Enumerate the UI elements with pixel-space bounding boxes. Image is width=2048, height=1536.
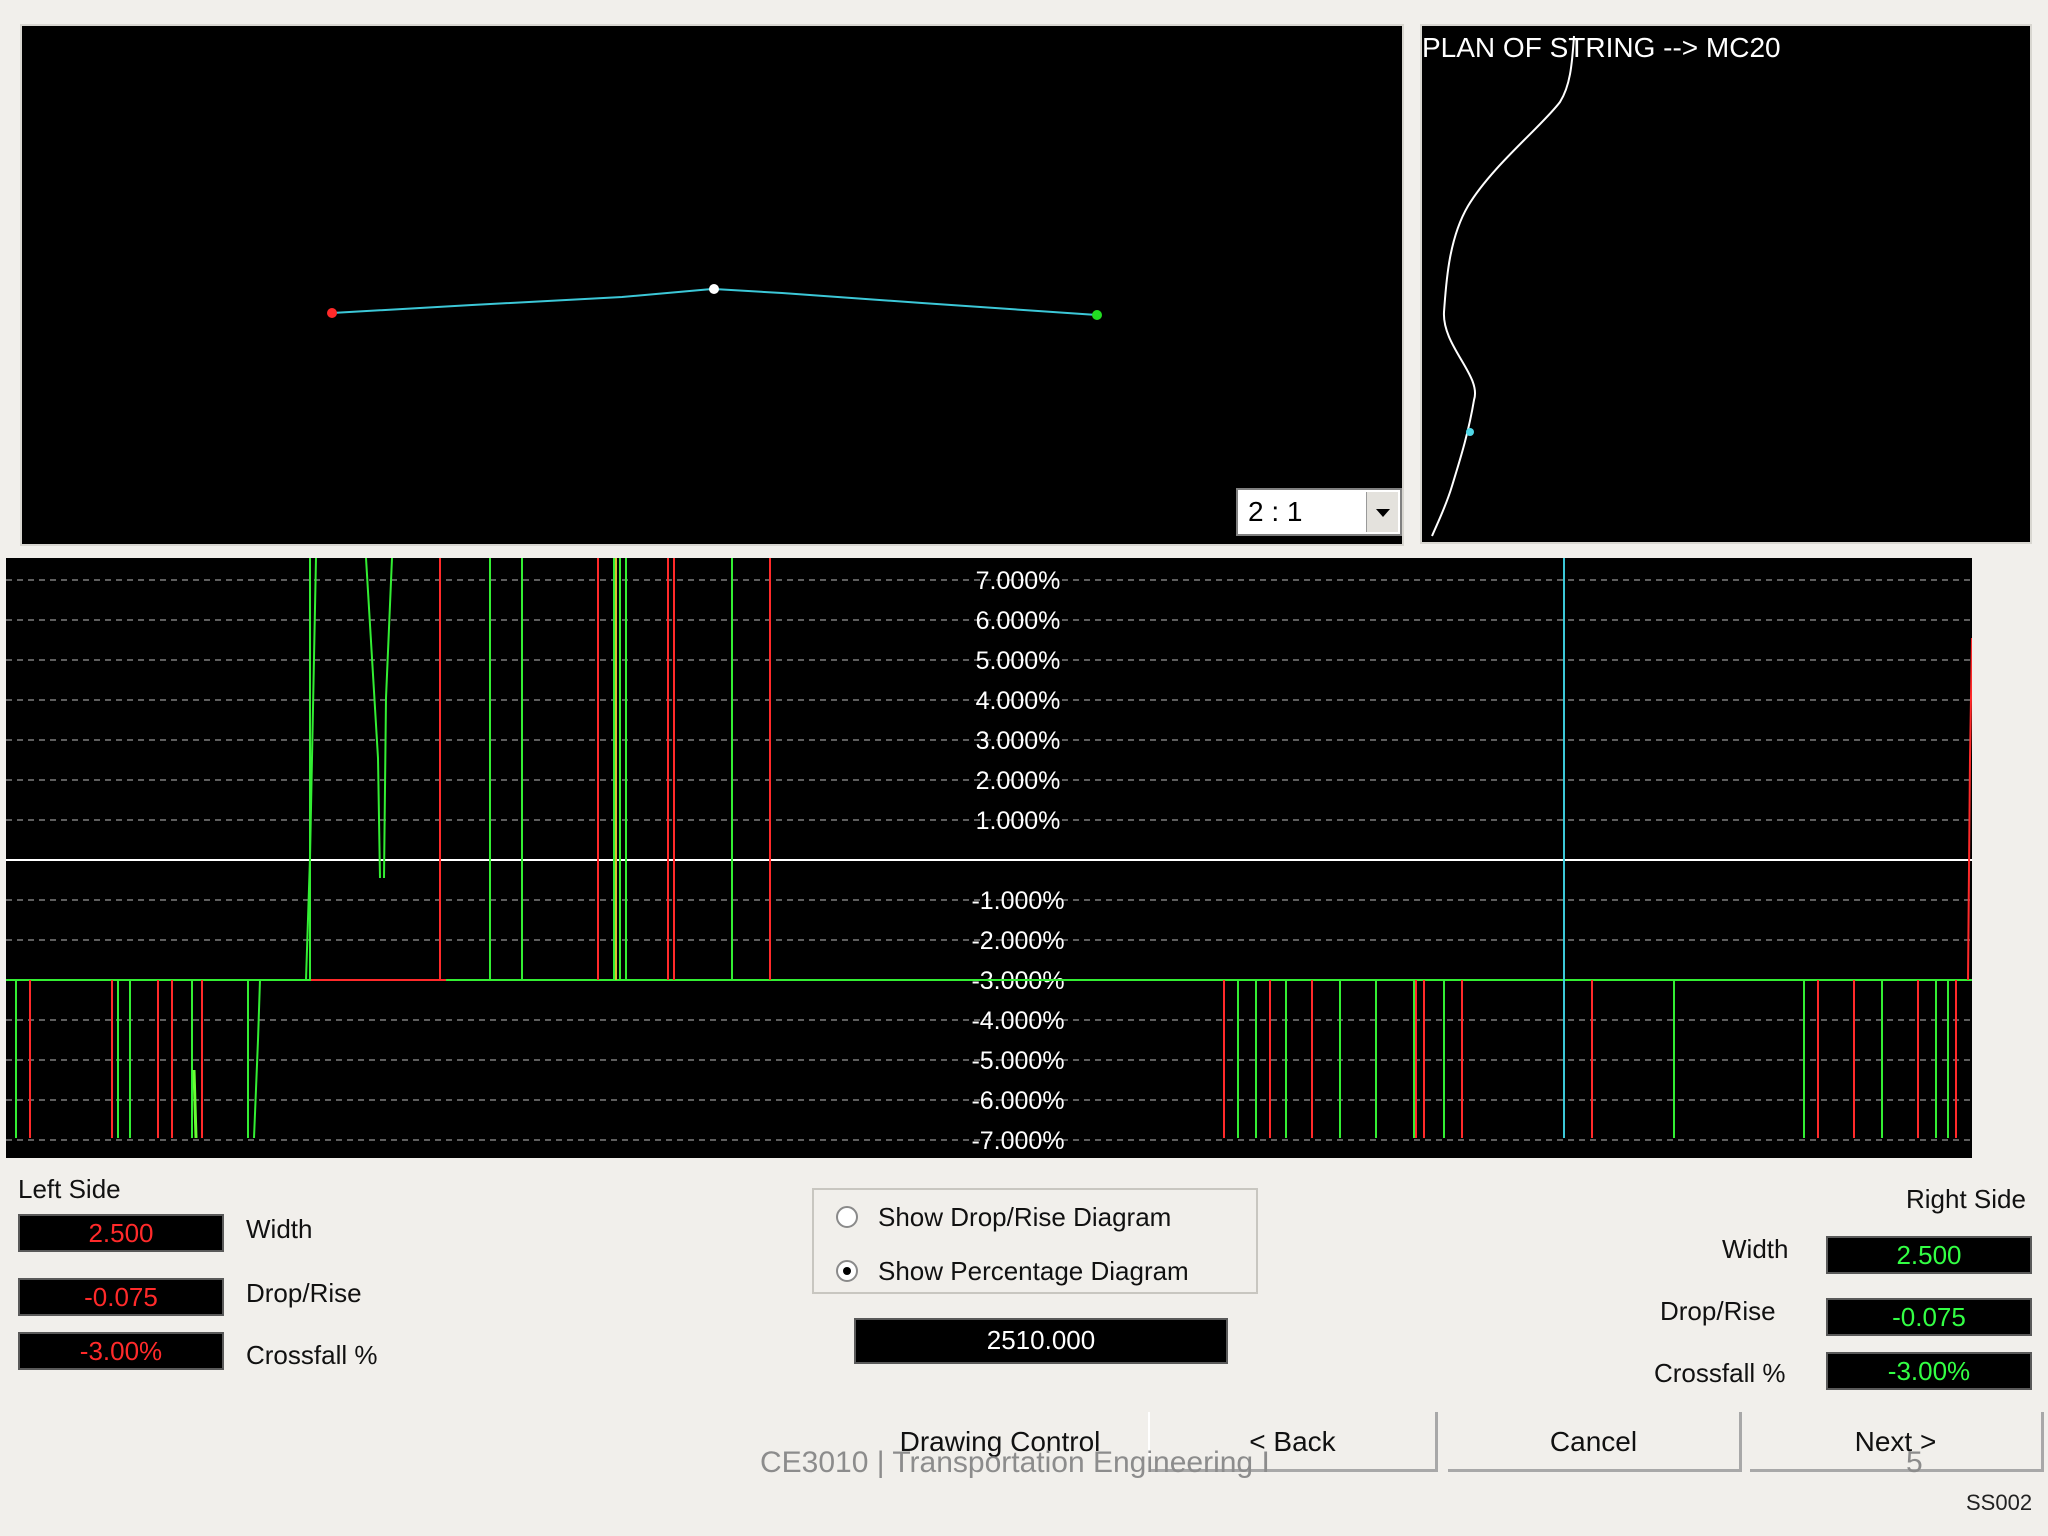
plan-view[interactable]: PLAN OF STRING --> MC20 xyxy=(1420,24,2032,544)
y-tick-label: 4.000% xyxy=(976,687,1061,715)
y-tick-label: 2.000% xyxy=(976,767,1061,795)
percentage-diagram-canvas: 7.000% 6.000% 5.000% 4.000% 3.000% 2.000% 1.00… xyxy=(6,558,1972,1155)
drop-rise-radio[interactable] xyxy=(836,1206,858,1228)
left-crossfall-label: Crossfall % xyxy=(246,1340,378,1370)
y-tick-label: -4.000% xyxy=(971,1007,1064,1035)
diagram-trace-green xyxy=(192,1069,198,1139)
right-width-field[interactable]: 2.500 xyxy=(1826,1236,2032,1274)
right-side-heading: Right Side xyxy=(1906,1184,2026,1214)
scale-dropdown[interactable]: 2 : 1 xyxy=(1236,488,1402,536)
right-edge-point xyxy=(1092,310,1102,320)
plan-title: PLAN OF STRING --> MC20 xyxy=(1422,32,1781,63)
left-edge-point xyxy=(327,308,337,318)
slide-code: SS002 xyxy=(1966,1490,2033,1515)
percentage-option-label[interactable]: Show Percentage Diagram xyxy=(878,1256,1189,1286)
y-tick-label: 7.000% xyxy=(976,567,1061,595)
diagram-trace-green xyxy=(253,979,261,1139)
left-drop-rise-field[interactable]: -0.075 xyxy=(18,1278,224,1316)
scale-value: 2 : 1 xyxy=(1248,496,1303,527)
current-chainage-marker xyxy=(1466,428,1474,436)
cross-section-canvas xyxy=(327,284,1102,320)
percentage-radio[interactable] xyxy=(836,1260,858,1282)
y-tick-label: -6.000% xyxy=(971,1087,1064,1115)
y-tick-label: -1.000% xyxy=(971,887,1064,915)
percentage-diagram[interactable]: 7.000% 6.000% 5.000% 4.000% 3.000% 2.000% 1.00… xyxy=(6,558,1972,1158)
left-width-field[interactable]: 2.500 xyxy=(18,1214,224,1252)
page-number: 5 xyxy=(1906,1446,1923,1479)
diagram-trace-green xyxy=(383,558,393,879)
drawing-control-button[interactable]: Drawing Control xyxy=(899,1426,1101,1457)
diagram-trace-green xyxy=(365,558,381,879)
string-path xyxy=(1431,35,1575,537)
diagram-trace-green xyxy=(305,558,317,981)
cross-section-view[interactable]: 2 : 1 xyxy=(20,24,1404,546)
drop-rise-option-label[interactable]: Show Drop/Rise Diagram xyxy=(878,1202,1172,1232)
diagram-options-group: Show Drop/Rise Diagram Show Percentage D… xyxy=(812,1188,1258,1294)
chevron-down-icon[interactable] xyxy=(1366,492,1398,532)
y-tick-label: 1.000% xyxy=(976,807,1061,835)
diagram-trace-red xyxy=(1967,637,1972,981)
y-tick-label: 6.000% xyxy=(976,607,1061,635)
chainage-field[interactable]: 2510.000 xyxy=(854,1318,1228,1364)
next-button[interactable]: Next > xyxy=(1750,1412,2044,1472)
back-button[interactable]: < Back xyxy=(1148,1412,1438,1472)
y-tick-label: 5.000% xyxy=(976,647,1061,675)
y-tick-label: -5.000% xyxy=(971,1047,1064,1075)
centre-point xyxy=(709,284,719,294)
right-crossfall-label: Crossfall % xyxy=(1654,1358,1786,1388)
y-tick-label: -2.000% xyxy=(971,927,1064,955)
right-crossfall-field[interactable]: -3.00% xyxy=(1826,1352,2032,1390)
left-side-heading: Left Side xyxy=(18,1174,121,1204)
right-drop-rise-field[interactable]: -0.075 xyxy=(1826,1298,2032,1336)
left-drop-rise-label: Drop/Rise xyxy=(246,1278,362,1308)
left-crossfall-field[interactable]: -3.00% xyxy=(18,1332,224,1370)
course-footer: CE3010 | Transportation Engineering I xyxy=(760,1446,1270,1479)
y-tick-label: 3.000% xyxy=(976,727,1061,755)
plan-canvas xyxy=(1431,35,1575,537)
cancel-button[interactable]: Cancel xyxy=(1448,1412,1742,1472)
right-drop-rise-label: Drop/Rise xyxy=(1660,1296,1776,1326)
left-width-label: Width xyxy=(246,1214,313,1244)
y-tick-label: -7.000% xyxy=(971,1127,1064,1155)
right-width-label: Width xyxy=(1722,1234,1789,1264)
